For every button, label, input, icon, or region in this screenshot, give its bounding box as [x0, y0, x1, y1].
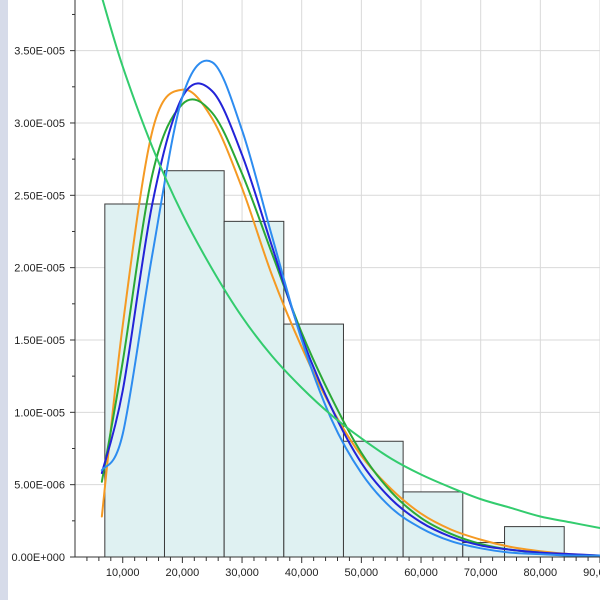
y-tick-label: 0.00E+000: [11, 552, 65, 564]
x-tick-label: 10,000: [106, 567, 140, 579]
x-tick-label: 80,000: [524, 567, 558, 579]
y-tick-label: 5.00E-006: [14, 480, 65, 492]
density-curve-5: [101, 0, 600, 530]
x-tick-label: 50,000: [345, 567, 379, 579]
histogram-bar: [104, 203, 165, 558]
density-curve-4: [100, 59, 600, 557]
histogram-bar: [283, 323, 344, 558]
density-curve-3: [100, 82, 600, 557]
y-axis-ticks: 0.00E+000 5.00E-006 1.00E-005 1.50E-005 2.00…: [11, 13, 75, 564]
x-tick-label: 60,000: [404, 567, 438, 579]
x-tick-label: 20,000: [166, 567, 200, 579]
histogram-bars: [104, 170, 565, 558]
histogram-bar: [223, 220, 285, 558]
histogram-bar: [163, 170, 225, 558]
y-tick-label: 1.50E-005: [14, 335, 65, 347]
x-tick-label: 30,000: [225, 567, 259, 579]
x-tick-label: 90,000: [583, 567, 600, 579]
left-panel-strip: [0, 0, 8, 600]
y-tick-label: 2.50E-005: [14, 190, 65, 202]
y-tick-label: 2.00E-005: [14, 263, 65, 275]
density-curve-1: [100, 88, 600, 557]
y-tick-label: 3.00E-005: [14, 118, 65, 130]
density-curves: [100, 0, 600, 557]
x-tick-label: 70,000: [464, 567, 498, 579]
x-tick-label: 40,000: [285, 567, 319, 579]
x-axis-ticks: 10,000 20,000 30,000 40,000 50,000 60,000 70,0…: [86, 557, 600, 579]
y-tick-label: 3.50E-005: [14, 46, 65, 58]
y-tick-label: 1.00E-005: [14, 407, 65, 419]
